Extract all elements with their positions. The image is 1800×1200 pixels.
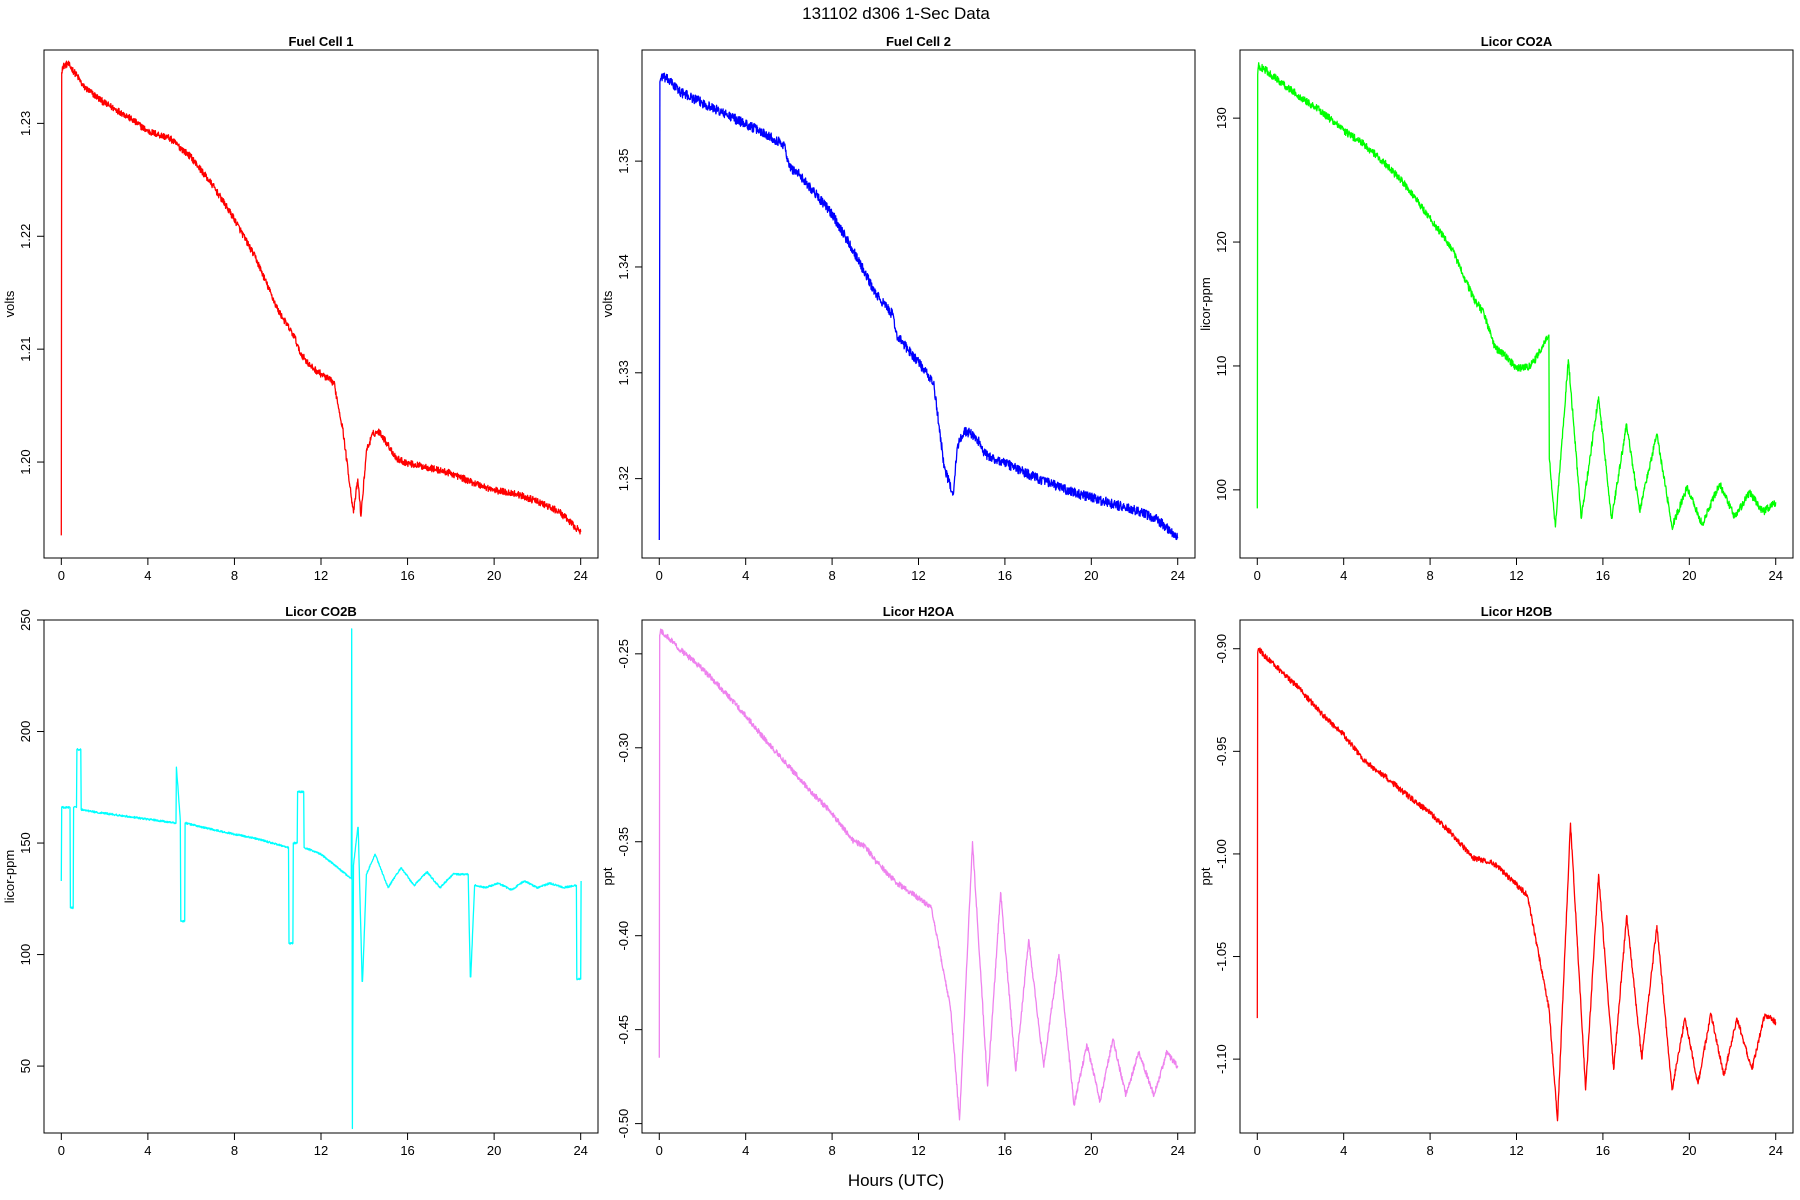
x-tick-label: 24	[573, 568, 587, 583]
panel-1: Fuel Cell 1 0 4 8 12 16 20 24 1.20 1.21 1.22 1.23 vo…	[2, 34, 599, 583]
x-tick-label: 16	[998, 568, 1012, 583]
x-tick-label: 24	[1768, 1143, 1782, 1158]
x-tick-label: 20	[487, 568, 501, 583]
x-tick-label: 16	[1596, 1143, 1610, 1158]
x-tick-label: 0	[656, 1143, 663, 1158]
x-tick-label: 12	[314, 568, 328, 583]
y-tick-label: 1.35	[616, 148, 631, 173]
x-tick-label: 8	[1426, 1143, 1433, 1158]
x-tick-label: 24	[1768, 568, 1782, 583]
y-tick-label: 100	[18, 944, 33, 966]
y-tick-label: -1.00	[1214, 839, 1229, 869]
x-tick-label: 8	[828, 568, 835, 583]
x-tick-label: 0	[1254, 1143, 1261, 1158]
y-axis-label: licor-ppm	[1198, 277, 1213, 330]
figure-title: 131102 d306 1-Sec Data	[802, 4, 990, 23]
y-tick-label: -0.90	[1214, 634, 1229, 664]
y-tick-label: 130	[1214, 107, 1229, 129]
x-tick-label: 12	[314, 1143, 328, 1158]
x-tick-label: 20	[1682, 568, 1696, 583]
x-tick-label: 24	[1170, 1143, 1184, 1158]
x-tick-label: 8	[231, 1143, 238, 1158]
panel-2: Fuel Cell 2 0 4 8 12 16 20 24 1.32 1.33 1.34 1.35 vo…	[600, 34, 1196, 583]
y-tick-label: 150	[18, 832, 33, 854]
y-tick-label: 1.20	[18, 449, 33, 474]
x-tick-label: 20	[1084, 1143, 1098, 1158]
panel-title: Licor CO2A	[1481, 34, 1553, 49]
y-axis-label: ppt	[1198, 867, 1213, 885]
y-axis-label: ppt	[600, 867, 615, 885]
panel-title: Licor H2OA	[883, 604, 955, 619]
y-axis-label: licor-ppm	[2, 850, 17, 903]
panel-title: Licor H2OB	[1481, 604, 1553, 619]
y-tick-label: -0.30	[616, 733, 631, 763]
x-tick-label: 4	[1340, 568, 1347, 583]
y-tick-label: -0.95	[1214, 737, 1229, 767]
series-line	[658, 72, 1179, 541]
y-tick-label: 100	[1214, 479, 1229, 501]
x-tick-label: 8	[1426, 568, 1433, 583]
x-tick-label: 20	[487, 1143, 501, 1158]
y-tick-label: -0.40	[616, 921, 631, 951]
x-tick-label: 0	[656, 568, 663, 583]
y-tick-label: 1.23	[18, 111, 33, 136]
y-tick-label: 50	[18, 1059, 33, 1073]
series-line	[60, 60, 582, 536]
x-tick-label: 4	[742, 1143, 749, 1158]
x-tick-label: 16	[998, 1143, 1012, 1158]
y-tick-label: -0.50	[616, 1109, 631, 1139]
x-tick-label: 0	[58, 568, 65, 583]
x-tick-label: 4	[1340, 1143, 1347, 1158]
x-tick-label: 16	[400, 568, 414, 583]
y-tick-label: 1.22	[18, 224, 33, 249]
y-axis-label: volts	[600, 290, 615, 317]
x-tick-label: 0	[58, 1143, 65, 1158]
x-tick-label: 24	[1170, 568, 1184, 583]
series-line	[658, 628, 1179, 1121]
y-tick-label: 1.34	[616, 254, 631, 279]
panel-title: Fuel Cell 1	[288, 34, 353, 49]
figure-xlabel: Hours (UTC)	[848, 1171, 944, 1190]
x-tick-label: 4	[144, 568, 151, 583]
y-tick-label: 120	[1214, 231, 1229, 253]
series-line	[1256, 647, 1777, 1122]
x-tick-label: 12	[911, 1143, 925, 1158]
series-line	[1256, 62, 1777, 531]
y-tick-label: -1.10	[1214, 1044, 1229, 1074]
y-tick-label: -1.05	[1214, 942, 1229, 972]
panel-6: Licor H2OB 0 4 8 12 16 20 24 -1.10 -1.05 -1.00 -0.9…	[1198, 604, 1794, 1158]
x-tick-label: 16	[400, 1143, 414, 1158]
panel-5: Licor H2OA 0 4 8 12 16 20 24 -0.50 -0.45 -0.40 -0.3…	[600, 604, 1196, 1158]
x-tick-label: 4	[144, 1143, 151, 1158]
x-tick-label: 12	[911, 568, 925, 583]
x-tick-label: 0	[1254, 568, 1261, 583]
x-tick-label: 12	[1509, 568, 1523, 583]
x-tick-label: 4	[742, 568, 749, 583]
y-tick-label: -0.25	[616, 639, 631, 669]
panel-title: Fuel Cell 2	[886, 34, 951, 49]
panel-4: Licor CO2B 0 4 8 12 16 20 24 50 100 150 200 250 licor…	[2, 604, 599, 1158]
x-tick-label: 12	[1509, 1143, 1523, 1158]
y-tick-label: 1.21	[18, 336, 33, 361]
x-tick-label: 8	[828, 1143, 835, 1158]
panel-3: Licor CO2A 0 4 8 12 16 20 24 100 110 120 130 licor-p…	[1198, 34, 1794, 583]
x-tick-label: 8	[231, 568, 238, 583]
x-tick-label: 20	[1084, 568, 1098, 583]
y-tick-label: 110	[1214, 356, 1229, 377]
y-tick-label: -0.35	[616, 827, 631, 857]
y-tick-label: 200	[18, 721, 33, 743]
panels: Fuel Cell 1 0 4 8 12 16 20 24 1.20 1.21 1.22 1.23 vo…	[2, 34, 1794, 1158]
y-axis-label: volts	[2, 290, 17, 317]
x-tick-label: 20	[1682, 1143, 1696, 1158]
x-tick-label: 16	[1596, 568, 1610, 583]
y-tick-label: 1.33	[616, 360, 631, 385]
series-line	[60, 628, 582, 1130]
y-tick-label: -0.45	[616, 1015, 631, 1045]
panel-title: Licor CO2B	[285, 604, 357, 619]
y-tick-label: 250	[18, 609, 33, 631]
x-tick-label: 24	[573, 1143, 587, 1158]
y-tick-label: 1.32	[616, 466, 631, 491]
